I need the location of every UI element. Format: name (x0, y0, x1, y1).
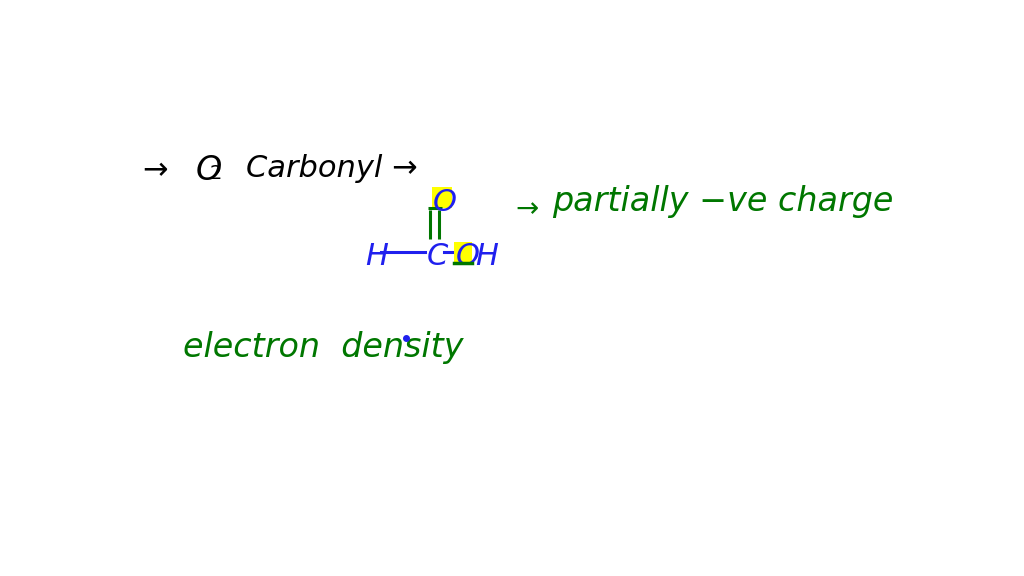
Text: O: O (433, 188, 457, 218)
Text: H: H (475, 242, 499, 271)
Text: 2: 2 (210, 164, 222, 183)
Text: O: O (456, 242, 479, 271)
Bar (432, 187, 452, 209)
Text: H: H (366, 242, 388, 271)
Text: electron  density: electron density (183, 331, 464, 364)
Text: C: C (427, 242, 449, 271)
Bar (454, 241, 472, 262)
Text: partially −ve charge: partially −ve charge (553, 185, 894, 218)
Text: O: O (196, 154, 222, 187)
Text: →: → (515, 195, 539, 223)
Text: →: → (142, 156, 168, 185)
Text: Carbonyl →: Carbonyl → (246, 154, 418, 183)
